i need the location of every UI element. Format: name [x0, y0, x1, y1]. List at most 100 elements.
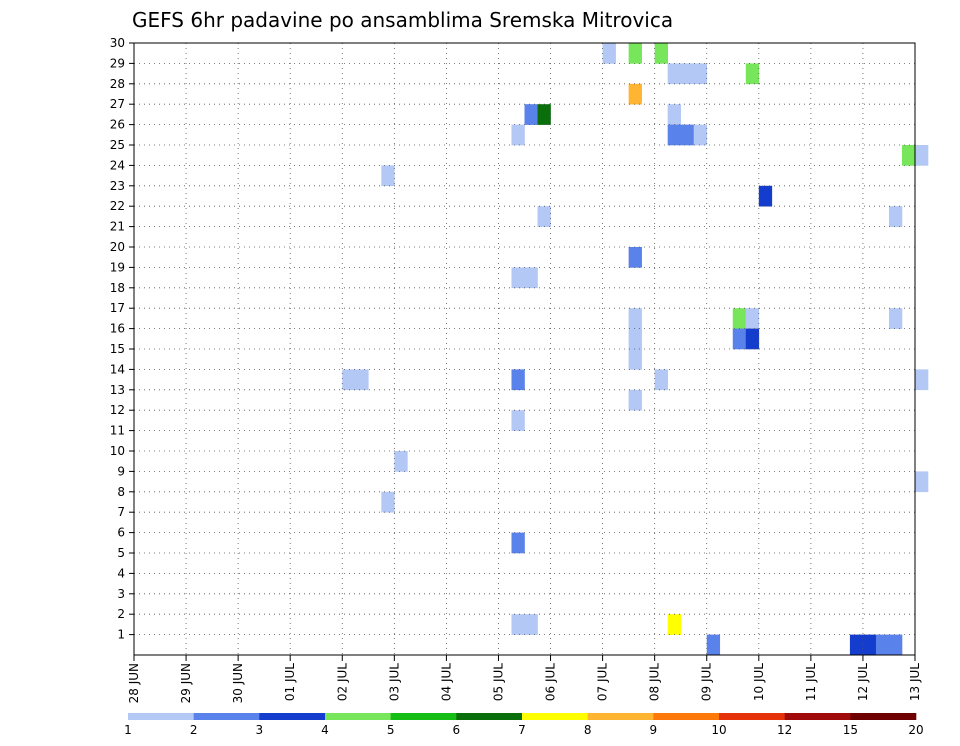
heatmap-cell: [888, 206, 903, 227]
x-tick-label: 04 JUL: [439, 663, 453, 701]
y-tick-label: 12: [110, 403, 125, 417]
colorbar-label: 7: [518, 723, 526, 737]
colorbar-swatch: [653, 713, 720, 720]
heatmap-cell: [628, 247, 642, 268]
colorbar-swatch: [325, 713, 391, 720]
x-tick-label: 02 JUL: [335, 663, 349, 701]
heatmap-cell: [628, 349, 642, 370]
y-tick-label: 14: [110, 362, 125, 376]
heatmap-cell: [524, 104, 538, 125]
y-tick-label: 13: [110, 383, 125, 397]
y-tick-label: 4: [117, 566, 125, 580]
y-tick-label: 28: [110, 77, 125, 91]
heatmap-cell: [915, 369, 929, 391]
colorbar-label: 2: [190, 723, 198, 737]
colorbar-label: 15: [843, 723, 858, 737]
heatmap-cell: [915, 471, 929, 493]
heatmap-cell: [875, 634, 890, 656]
x-tick-label: 29 JUN: [179, 663, 193, 703]
x-tick-label: 09 JUL: [700, 663, 714, 701]
heatmap-cell: [381, 491, 395, 513]
heatmap-cell: [667, 614, 681, 635]
y-tick-label: 6: [117, 526, 125, 540]
y-tick-label: 2: [117, 607, 125, 621]
colorbar-label: 1: [124, 723, 132, 737]
chart-title: GEFS 6hr padavine po ansamblima Sremska …: [132, 8, 673, 32]
heatmap-cell: [537, 206, 551, 227]
colorbar-legend: 1 2 3 4 5 6 7 8 9 10 12 15 20: [124, 713, 924, 737]
colorbar-label: 4: [321, 723, 329, 737]
heatmap-cell: [667, 63, 681, 85]
heatmap-cell: [654, 43, 668, 64]
y-tick-label: 29: [110, 56, 125, 70]
heatmap-cell: [511, 124, 525, 146]
heatmap-cell: [537, 104, 551, 125]
heatmap-cell: [602, 43, 616, 64]
heatmap-cell: [888, 634, 903, 656]
y-tick-label: 24: [110, 158, 125, 172]
y-tick-label: 27: [110, 97, 125, 111]
heatmap-cell: [849, 634, 864, 656]
heatmap-cell: [628, 389, 642, 411]
colorbar-swatch: [128, 713, 194, 720]
y-tick-label: 3: [117, 587, 125, 601]
x-tick-label: 13 JUL: [908, 663, 922, 701]
x-tick-label: 28 JUN: [127, 663, 141, 703]
x-axis-ticks: 28 JUN 29 JUN 30 JUN 01 JUL 02 JUL 03 JUL 04 J…: [127, 655, 922, 703]
heatmap-cell: [888, 308, 903, 329]
colorbar-swatch: [587, 713, 654, 720]
y-tick-label: 26: [110, 118, 125, 132]
y-tick-label: 10: [110, 444, 125, 458]
heatmap-cell: [732, 308, 747, 329]
colorbar-label: 8: [584, 723, 592, 737]
colorbar-label: 10: [711, 723, 726, 737]
colorbar-label: 12: [777, 723, 792, 737]
heatmap-cell: [524, 614, 538, 635]
heatmap-cell: [732, 328, 747, 350]
y-tick-label: 15: [110, 342, 125, 356]
colorbar-swatch: [784, 713, 851, 720]
heatmap-cell: [654, 369, 668, 391]
colorbar-swatch: [456, 713, 523, 720]
colorbar-swatch: [193, 713, 260, 720]
y-tick-label: 11: [110, 424, 125, 438]
heatmap-cell: [667, 124, 681, 146]
y-tick-label: 23: [110, 179, 125, 193]
heatmap-cell: [355, 369, 369, 391]
heatmap-cell: [628, 328, 642, 350]
y-tick-label: 9: [117, 464, 125, 478]
x-tick-label: 08 JUL: [648, 663, 662, 701]
y-tick-label: 20: [110, 240, 125, 254]
heatmap-cell: [524, 267, 538, 289]
x-tick-label: 10 JUL: [752, 663, 766, 701]
x-tick-label: 01 JUL: [283, 663, 297, 701]
heatmap-cell: [511, 410, 525, 431]
y-tick-label: 5: [117, 546, 125, 560]
heatmap-cell: [745, 63, 760, 85]
colorbar-label: 3: [256, 723, 264, 737]
heatmap-cell: [511, 267, 525, 289]
heatmap-cell: [342, 369, 356, 391]
heatmap-cell: [628, 83, 642, 105]
heatmap-cell: [915, 145, 929, 166]
x-tick-label: 06 JUL: [544, 663, 558, 701]
colorbar-swatch: [850, 713, 917, 720]
y-tick-label: 8: [117, 485, 125, 499]
x-tick-label: 07 JUL: [596, 663, 610, 701]
y-tick-label: 21: [110, 220, 125, 234]
heatmap-cell: [693, 63, 708, 85]
heatmap-cell: [901, 145, 916, 166]
y-tick-label: 22: [110, 199, 125, 213]
colorbar-label: 5: [387, 723, 395, 737]
heatmap-cell: [862, 634, 877, 656]
heatmap-cell: [680, 124, 695, 146]
heatmap-cell: [511, 614, 525, 635]
heatmap-cell: [745, 308, 760, 329]
heatmap-cell: [706, 634, 721, 656]
y-tick-label: 19: [110, 260, 125, 274]
colorbar-swatch: [259, 713, 326, 720]
y-axis-ticks: 1234567891011121314151617181920212223242…: [110, 36, 134, 642]
x-tick-label: 30 JUN: [231, 663, 245, 703]
heatmap-cell: [667, 104, 681, 125]
